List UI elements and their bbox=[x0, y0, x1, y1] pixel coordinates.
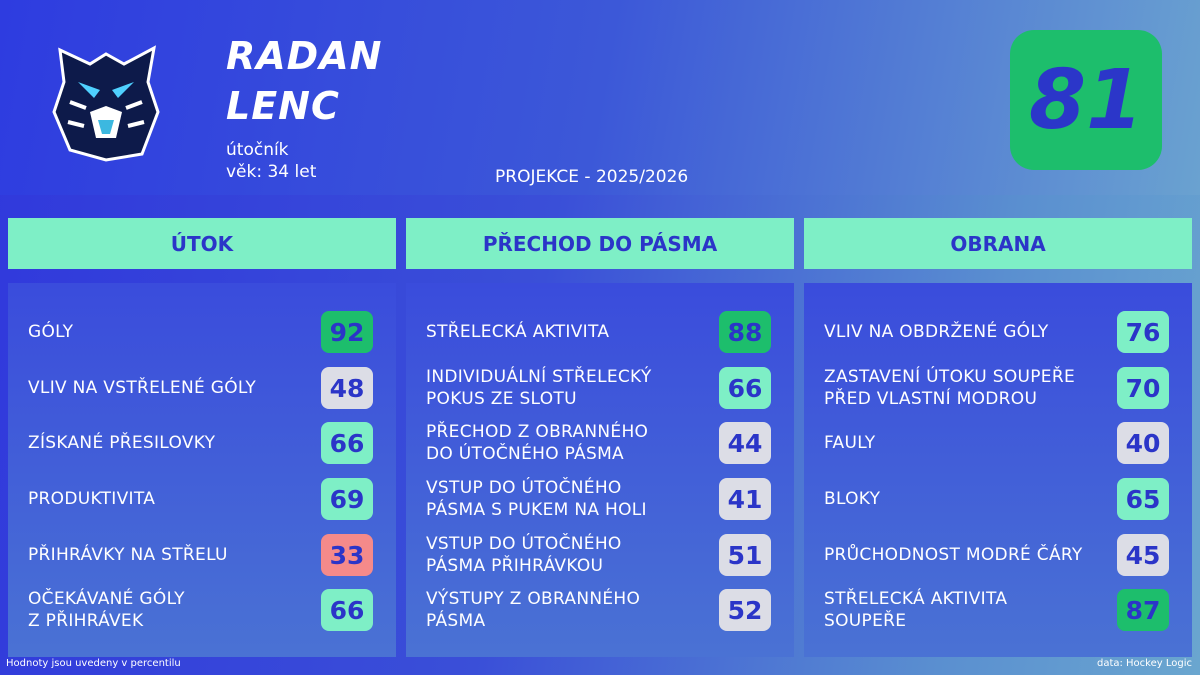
metric-label: BLOKY bbox=[824, 488, 1114, 510]
metric-label: VLIV NA VSTŘELENÉ GÓLY bbox=[28, 377, 318, 399]
metric-label: VSTUP DO ÚTOČNÉHO PÁSMA S PUKEM NA HOLI bbox=[426, 477, 716, 521]
metric-value: 66 bbox=[719, 367, 771, 409]
label-line: STŘELECKÁ AKTIVITA bbox=[824, 589, 1008, 609]
metric-label: PRODUKTIVITA bbox=[28, 488, 318, 510]
metric-value: 69 bbox=[321, 478, 373, 520]
metric-label: INDIVIDUÁLNÍ STŘELECKÝ POKUS ZE SLOTU bbox=[426, 366, 716, 410]
header bbox=[0, 0, 1200, 195]
metric-label: VLIV NA OBDRŽENÉ GÓLY bbox=[824, 321, 1114, 343]
label-line: PRODUKTIVITA bbox=[28, 489, 156, 509]
metric-label: PŘIHRÁVKY NA STŘELU bbox=[28, 544, 318, 566]
metric-label: PŘECHOD Z OBRANNÉHO DO ÚTOČNÉHO PÁSMA bbox=[426, 421, 716, 465]
label-line: PÁSMA PŘIHRÁVKOU bbox=[426, 556, 604, 576]
metric-label: VSTUP DO ÚTOČNÉHO PÁSMA PŘIHRÁVKOU bbox=[426, 533, 716, 577]
section-title: PŘECHOD DO PÁSMA bbox=[406, 218, 794, 269]
metric-value: 66 bbox=[321, 589, 373, 631]
metric-label: STŘELECKÁ AKTIVITA SOUPEŘE bbox=[824, 588, 1114, 632]
metric-value: 33 bbox=[321, 534, 373, 576]
projection: PROJEKCE - 2025/2026 bbox=[495, 167, 689, 187]
metric-value: 65 bbox=[1117, 478, 1169, 520]
footer-source: data: Hockey Logic bbox=[1096, 658, 1192, 669]
metric-label: FAULY bbox=[824, 432, 1114, 454]
label-line: FAULY bbox=[824, 433, 876, 453]
player-position: útočník bbox=[226, 140, 289, 160]
metric-value: 41 bbox=[719, 478, 771, 520]
label-line: VLIV NA VSTŘELENÉ GÓLY bbox=[28, 378, 257, 398]
metric-value: 48 bbox=[321, 367, 373, 409]
label-line: ZÍSKANÉ PŘESILOVKY bbox=[28, 433, 216, 453]
metric-value: 51 bbox=[719, 534, 771, 576]
label-line: INDIVIDUÁLNÍ STŘELECKÝ bbox=[426, 367, 652, 387]
metric-label: OČEKÁVANÉ GÓLY Z PŘIHRÁVEK bbox=[28, 588, 318, 632]
metric-value: 45 bbox=[1117, 534, 1169, 576]
metric-label: STŘELECKÁ AKTIVITA bbox=[426, 321, 716, 343]
metric-label: VÝSTUPY Z OBRANNÉHO PÁSMA bbox=[426, 588, 716, 632]
label-line: PÁSMA bbox=[426, 611, 486, 631]
label-line: SOUPEŘE bbox=[824, 611, 907, 631]
section-title: OBRANA bbox=[804, 218, 1192, 269]
label-line: ZASTAVENÍ ÚTOKU SOUPEŘE bbox=[824, 367, 1075, 387]
section-title: ÚTOK bbox=[8, 218, 396, 269]
label-line: PRŮCHODNOST MODRÉ ČÁRY bbox=[824, 545, 1083, 565]
footer-note: Hodnoty jsou uvedeny v percentilu bbox=[6, 658, 181, 669]
label-line: BLOKY bbox=[824, 489, 881, 509]
metric-value: 52 bbox=[719, 589, 771, 631]
metric-value: 70 bbox=[1117, 367, 1169, 409]
label-line: PŘIHRÁVKY NA STŘELU bbox=[28, 545, 228, 565]
player-name: LENC bbox=[226, 84, 340, 128]
label-line: GÓLY bbox=[28, 322, 74, 342]
label-line: VLIV NA OBDRŽENÉ GÓLY bbox=[824, 322, 1049, 342]
metric-value: 40 bbox=[1117, 422, 1169, 464]
metric-value: 76 bbox=[1117, 311, 1169, 353]
team-logo bbox=[52, 45, 160, 162]
label-line: PÁSMA S PUKEM NA HOLI bbox=[426, 500, 647, 520]
label-line: VÝSTUPY Z OBRANNÉHO bbox=[426, 589, 641, 609]
label-line: PŘED VLASTNÍ MODROU bbox=[824, 389, 1038, 409]
metric-label: PRŮCHODNOST MODRÉ ČÁRY bbox=[824, 544, 1114, 566]
label-line: STŘELECKÁ AKTIVITA bbox=[426, 322, 610, 342]
label-line: OČEKÁVANÉ GÓLY bbox=[28, 589, 185, 609]
label-line: DO ÚTOČNÉHO PÁSMA bbox=[426, 444, 624, 464]
metric-label: ZÍSKANÉ PŘESILOVKY bbox=[28, 432, 318, 454]
label-line: VSTUP DO ÚTOČNÉHO bbox=[426, 534, 622, 554]
label-line: POKUS ZE SLOTU bbox=[426, 389, 577, 409]
label-line: PŘECHOD Z OBRANNÉHO bbox=[426, 422, 649, 442]
label-line: Z PŘIHRÁVEK bbox=[28, 611, 144, 631]
player-name: RADAN bbox=[226, 34, 383, 78]
metric-value: 66 bbox=[321, 422, 373, 464]
metric-value: 44 bbox=[719, 422, 771, 464]
metric-label: ZASTAVENÍ ÚTOKU SOUPEŘE PŘED VLASTNÍ MODR… bbox=[824, 366, 1114, 410]
metric-value: 87 bbox=[1117, 589, 1169, 631]
overall-rating: 81 bbox=[1010, 30, 1162, 170]
label-line: VSTUP DO ÚTOČNÉHO bbox=[426, 478, 622, 498]
metric-value: 92 bbox=[321, 311, 373, 353]
player-age: věk: 34 let bbox=[226, 162, 317, 182]
metric-value: 88 bbox=[719, 311, 771, 353]
metric-label: GÓLY bbox=[28, 321, 318, 343]
